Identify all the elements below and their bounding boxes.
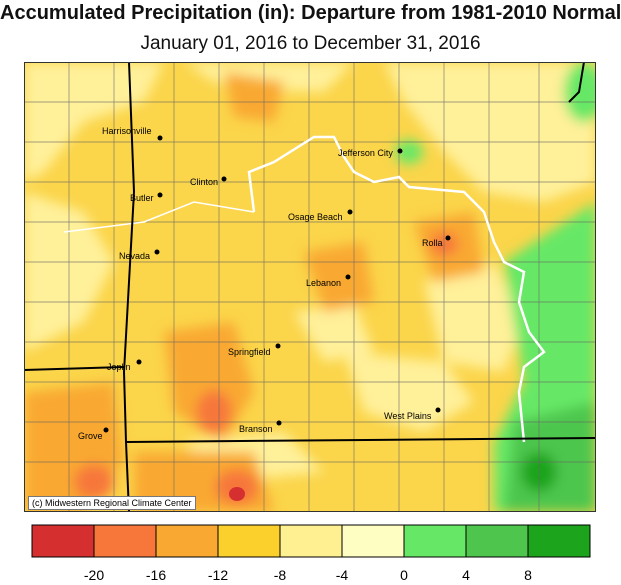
missouri-river [247,135,546,443]
city-dot [157,192,163,198]
state-borders [24,62,596,512]
legend-tick: 4 [462,567,470,583]
legend-tick: -20 [83,567,105,583]
legend-tick: 8 [524,567,532,583]
city-label: Harrisonville [102,126,152,136]
city-label: Butler [130,193,154,203]
legend-swatch [403,524,467,558]
city-label: Springfield [228,347,271,357]
legend-swatch [465,524,529,558]
pale-region-ne [384,62,596,202]
legend-swatch [217,524,281,558]
city-dot [347,209,353,215]
city-label: Joplin [107,362,131,372]
city-label: West Plains [384,411,432,421]
city-dot [275,343,281,349]
red-spot [229,487,245,501]
orange-region-f [224,72,284,122]
river-branch [63,201,255,233]
city-dot [276,420,282,426]
pale-region-se [344,352,474,432]
city-label: Rolla [422,238,443,248]
legend-swatch [31,524,95,558]
city-label: Grove [78,431,103,441]
orange-region-c [304,242,374,312]
city-dot [445,235,451,241]
legend-swatch [341,524,405,558]
legend-tick: -16 [145,567,167,583]
legend-tick: 0 [400,567,408,583]
county-lines [24,62,596,512]
city-label: Clinton [190,177,218,187]
pale-region-east [424,262,524,372]
city-dot [221,176,227,182]
dark-orange-spot-d [74,464,114,500]
city-dot [103,427,109,433]
city-label: Lebanon [306,278,341,288]
city-dot [154,249,160,255]
city-label: Nevada [119,251,150,261]
legend-colorbar [31,524,591,558]
pale-region-nw [24,62,164,182]
city-dot [345,274,351,280]
city-dot [397,148,403,154]
legend-swatch [527,524,591,558]
legend-swatch [155,524,219,558]
map-subtitle: January 01, 2016 to December 31, 2016 [140,33,481,54]
pale-region-north [184,62,354,92]
city-dot [136,359,142,365]
map-title: Accumulated Precipitation (in): Departur… [0,2,621,24]
credit-label: (c) Midwestern Regional Climate Center [28,496,196,510]
legend-swatch [93,524,157,558]
precipitation-departure-map: Harrisonville Jefferson City Clinton Butler… [24,62,596,512]
legend-swatch [279,524,343,558]
legend-tick: -12 [207,567,229,583]
city-label: Branson [239,424,273,434]
map-frame [24,62,596,512]
green-spot-jc [395,140,423,164]
city-label: Osage Beach [288,212,343,222]
city-markers: Harrisonville Jefferson City Clinton Butler… [78,126,451,441]
dark-orange-spot-a [196,390,232,434]
city-dot [157,135,163,141]
city-dot [435,407,441,413]
city-label: Jefferson City [338,148,393,158]
legend-tick: -4 [335,567,349,583]
legend-tick: -8 [273,567,287,583]
